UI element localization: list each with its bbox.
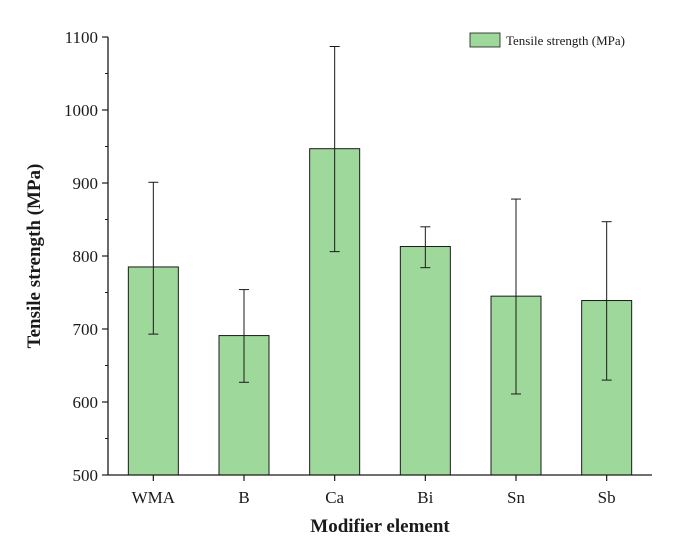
x-tick-label: B: [238, 488, 249, 507]
y-tick-label: 600: [73, 393, 99, 412]
y-tick-label: 500: [73, 466, 99, 485]
legend: Tensile strength (MPa): [469, 32, 625, 48]
y-tick-label: 1100: [65, 28, 98, 47]
bar-bi: [399, 246, 451, 476]
y-axis-title: Tensile strength (MPa): [24, 164, 45, 349]
error-bar-bi: [420, 226, 431, 269]
error-bar-wma: [148, 181, 159, 335]
x-tick-label: Bi: [417, 488, 433, 507]
legend-label: Tensile strength (MPa): [506, 33, 625, 48]
x-tick-label: WMA: [132, 488, 176, 507]
x-axis-ticks: WMA B Ca Bi Sn Sb: [132, 475, 616, 507]
error-bar-ca: [329, 45, 340, 253]
chart-marks: [127, 45, 633, 476]
x-tick-label: Sn: [507, 488, 525, 507]
y-axis-ticks: 500 600 700 800 900 1000 1100: [64, 28, 108, 485]
x-tick-label: Ca: [325, 488, 344, 507]
error-bar-sn: [511, 198, 521, 395]
y-tick-label: 1000: [64, 101, 98, 120]
error-bar-b: [239, 289, 249, 383]
y-tick-label: 800: [73, 247, 99, 266]
y-tick-label: 900: [73, 174, 99, 193]
x-tick-label: Sb: [598, 488, 616, 507]
chart-axes: [107, 37, 652, 476]
legend-swatch: [469, 32, 501, 48]
error-bar-sb: [601, 221, 612, 381]
y-tick-label: 700: [73, 320, 99, 339]
x-axis-title: Modifier element: [310, 516, 450, 537]
